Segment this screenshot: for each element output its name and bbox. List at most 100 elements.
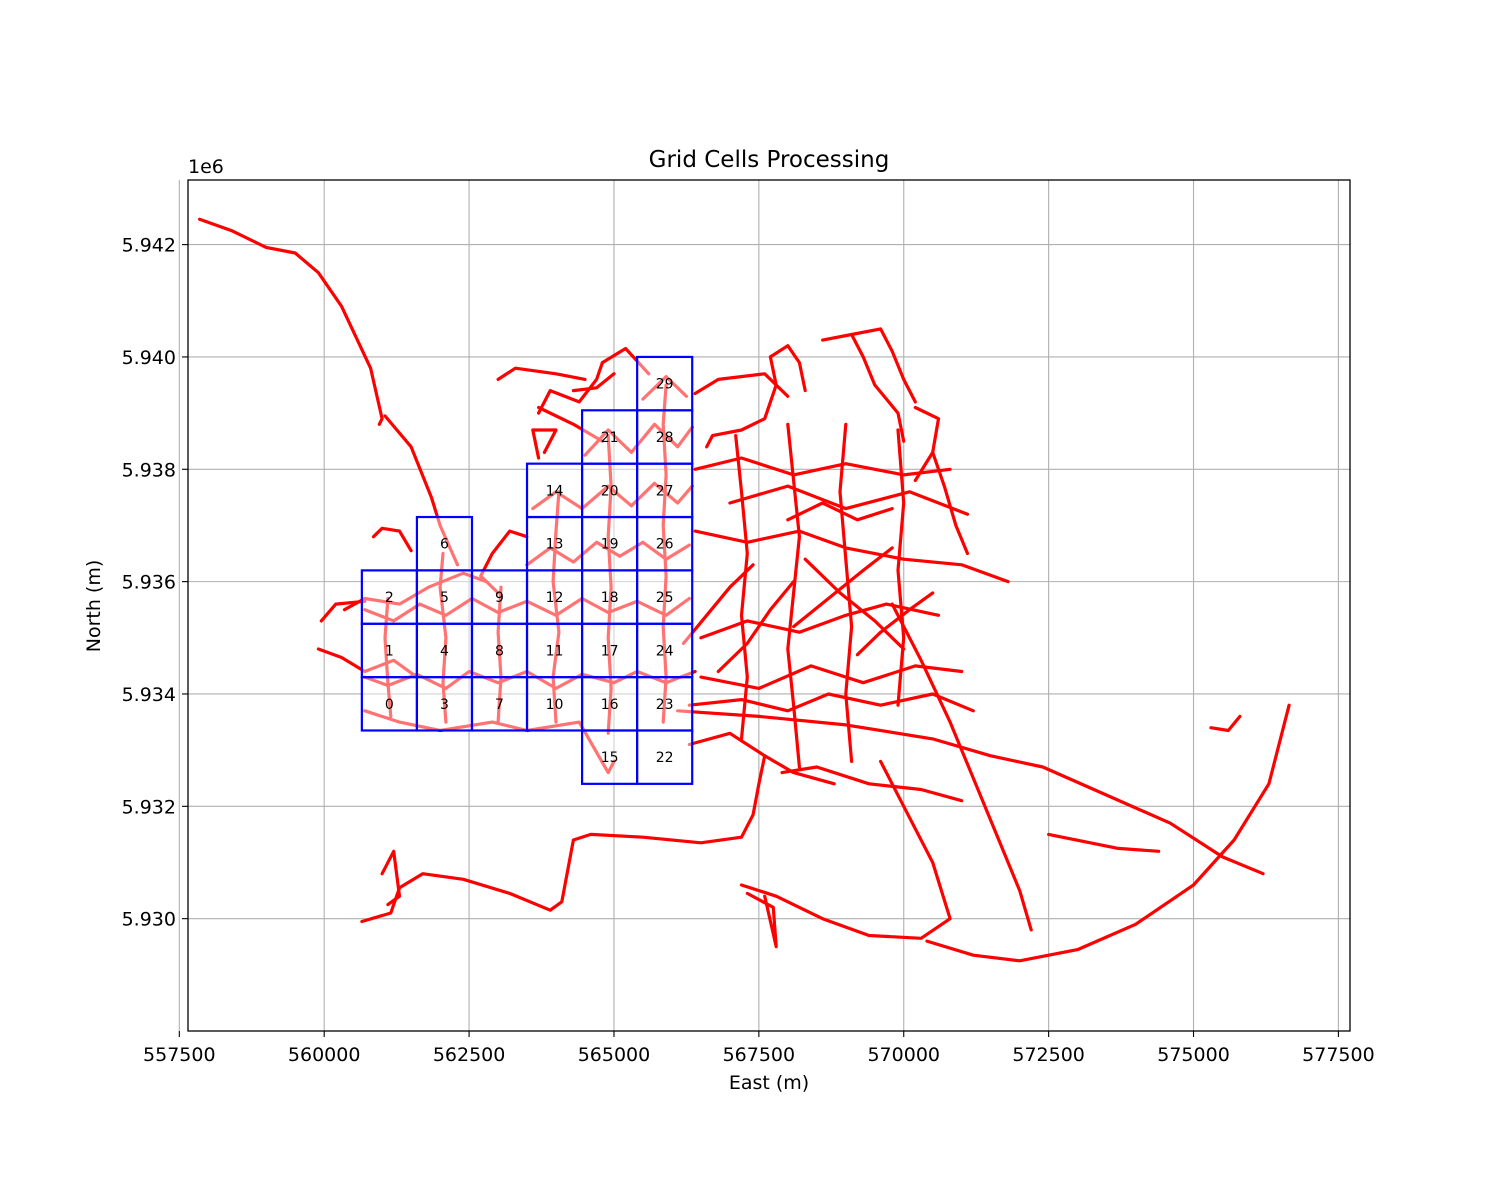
gps-track	[768, 344, 807, 393]
x-tick-label: 577500	[1302, 1044, 1375, 1066]
gps-track	[786, 501, 894, 522]
gps-track	[1046, 832, 1161, 853]
gps-track	[913, 405, 941, 483]
x-tick-label: 575000	[1157, 1044, 1230, 1066]
gps-track	[606, 434, 613, 735]
gps-track	[319, 599, 367, 623]
gps-track	[536, 361, 605, 415]
gps-track	[931, 450, 970, 556]
grid-cell-label: 25	[656, 590, 674, 606]
gps-track	[641, 375, 689, 401]
gps-track	[745, 891, 778, 949]
x-tick-label: 572500	[1012, 1044, 1085, 1066]
y-axis-label: North (m)	[83, 560, 105, 653]
gps-track	[496, 366, 587, 381]
gps-track	[661, 383, 668, 724]
gps-track	[479, 529, 529, 595]
y-tick-label: 5.942	[122, 235, 176, 257]
grid-cell-label: 18	[601, 590, 619, 606]
grid-cell	[636, 729, 694, 785]
x-tick-label: 562500	[433, 1044, 506, 1066]
grid-cell	[636, 355, 694, 412]
gps-track	[583, 422, 694, 457]
grid-cell-label: 22	[656, 750, 674, 766]
grid-cell-label: 28	[656, 430, 674, 446]
x-tick-label: 570000	[867, 1044, 940, 1066]
grid-cell	[525, 622, 584, 679]
gps-track	[571, 372, 616, 393]
gps-track	[786, 422, 802, 769]
gps-track	[699, 602, 941, 640]
gps-track	[383, 414, 460, 567]
grid-cell	[470, 569, 529, 625]
x-tick-label: 560000	[288, 1044, 361, 1066]
grid-cell-label: 2	[385, 590, 394, 606]
gps-track	[699, 664, 964, 691]
grid-cell-label: 14	[546, 483, 564, 499]
y-tick-label: 5.930	[122, 909, 176, 931]
gps-track	[803, 557, 906, 651]
chart-title: Grid Cells Processing	[649, 147, 890, 173]
gps-track	[600, 346, 651, 376]
gps-track	[820, 332, 906, 443]
gps-track	[360, 754, 767, 924]
grid-cell-label: 21	[601, 430, 619, 446]
gps-track	[693, 456, 952, 477]
grid-cell-label: 24	[656, 643, 674, 659]
gps-track	[838, 422, 854, 764]
gps-track	[363, 709, 616, 775]
gps-track	[925, 703, 1291, 963]
grid-cell	[470, 676, 529, 732]
gps-track	[676, 709, 1265, 876]
gps-track	[855, 591, 935, 657]
grid-cell-label: 5	[440, 590, 449, 606]
grid-cell-label: 15	[601, 750, 619, 766]
grid-cell-label: 20	[601, 483, 619, 499]
grid-cell-label: 12	[546, 590, 564, 606]
y-tick-label: 5.934	[122, 684, 176, 706]
grid-cell-label: 1	[385, 643, 394, 659]
grid-cell	[580, 622, 639, 679]
grid-cell-label: 29	[656, 377, 674, 393]
grid-cell	[470, 622, 529, 679]
gps-track	[536, 405, 605, 443]
gps-track	[531, 481, 694, 511]
gps-track	[896, 428, 906, 707]
gps-track	[380, 849, 402, 907]
gps-track	[849, 327, 917, 404]
gps-track	[551, 490, 561, 724]
gps-track	[371, 526, 413, 553]
y-tick-label: 5.932	[122, 796, 176, 818]
grid-cell	[636, 676, 694, 732]
gps-track	[890, 602, 1033, 932]
gps-track	[791, 546, 894, 629]
grid-cell-label: 0	[385, 697, 394, 713]
gps-track	[728, 484, 970, 516]
gps-track	[739, 759, 952, 940]
x-axis-label: East (m)	[729, 1072, 809, 1094]
gps-track	[1209, 714, 1242, 733]
grid-cell-label: 27	[656, 483, 674, 499]
gps-track	[687, 731, 836, 786]
gps-track	[681, 563, 755, 646]
grid-cell-label: 9	[495, 590, 504, 606]
grid-cell-label: 16	[601, 697, 619, 713]
grid-cell-label: 23	[656, 697, 674, 713]
grid-cell-label: 19	[601, 537, 619, 553]
grid-cell-label: 10	[546, 697, 564, 713]
grid-cell	[636, 569, 694, 625]
grid-cell-label: 17	[601, 643, 619, 659]
grid-cell	[415, 569, 474, 625]
gps-track	[496, 585, 503, 724]
grid-cell	[415, 676, 474, 732]
y-offset-label: 1e6	[188, 156, 224, 178]
grid-cells: 0123456789101112131415161718192021222324…	[360, 355, 694, 785]
grid-cell-label: 11	[546, 643, 564, 659]
grid-cell	[636, 515, 694, 572]
gps-track	[716, 579, 796, 674]
y-tick-label: 5.940	[122, 347, 176, 369]
gps-track	[705, 355, 778, 449]
grid-cell-label: 6	[440, 537, 449, 553]
